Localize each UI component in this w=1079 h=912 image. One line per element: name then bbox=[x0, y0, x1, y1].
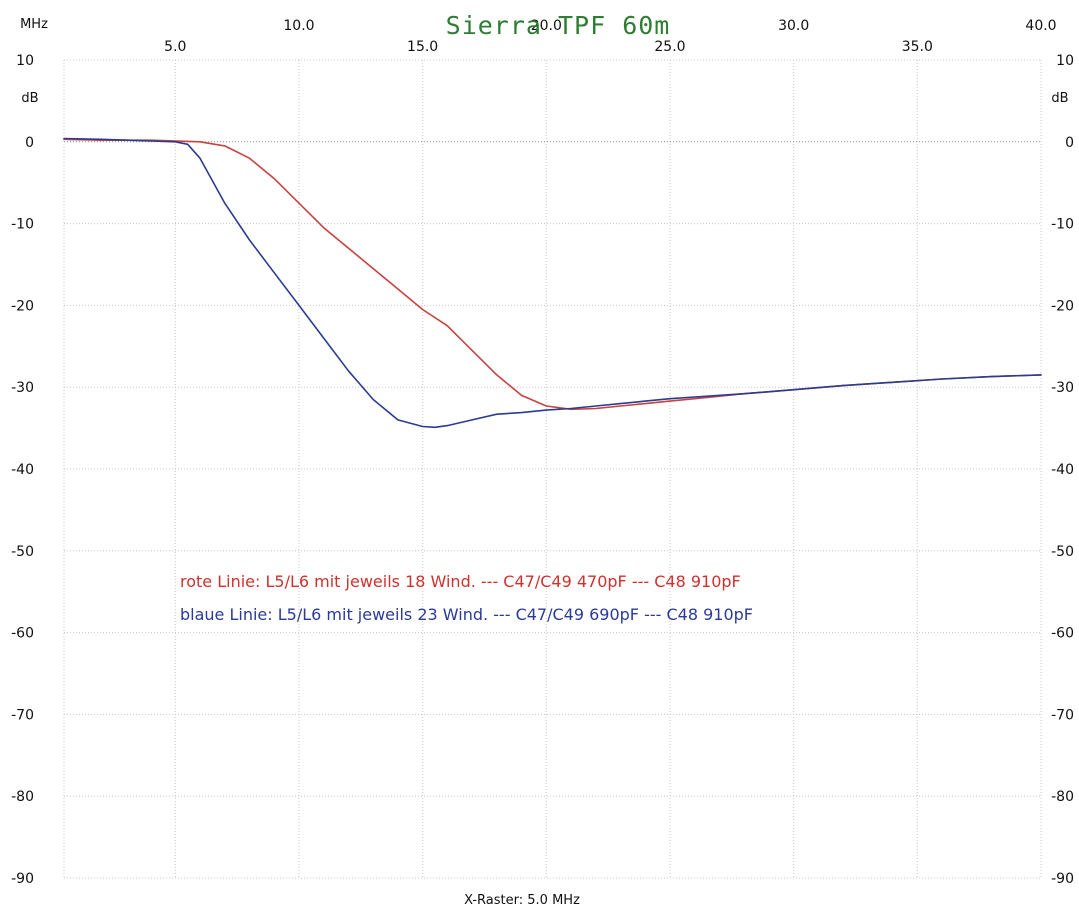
y-tick-label-right: 0 bbox=[1065, 135, 1074, 151]
x-footer-label: X-Raster: 5.0 MHz bbox=[464, 893, 580, 908]
x-tick-label-upper: 20.0 bbox=[531, 18, 562, 34]
y-tick-label-right: -80 bbox=[1051, 789, 1074, 805]
x-unit-label: MHz bbox=[20, 17, 48, 32]
y-tick-label-left: -40 bbox=[11, 462, 34, 478]
y-tick-label-left: -10 bbox=[11, 217, 34, 233]
y-tick-label-right: -50 bbox=[1051, 544, 1074, 560]
x-tick-label-lower: 15.0 bbox=[407, 39, 438, 55]
grid bbox=[63, 59, 1042, 879]
series-line-blue bbox=[63, 137, 1042, 429]
x-tick-label-upper: 30.0 bbox=[778, 18, 809, 34]
chart-title: Sierra TPF 60m bbox=[446, 11, 671, 40]
annotation-blue: blaue Linie: L5/L6 mit jeweils 23 Wind. … bbox=[180, 605, 753, 624]
x-tick-label-lower: 5.0 bbox=[164, 39, 186, 55]
y-tick-label-right: -90 bbox=[1051, 871, 1074, 887]
y-tick-label-right: -40 bbox=[1051, 462, 1074, 478]
y-tick-label-right: -60 bbox=[1051, 626, 1074, 642]
x-tick-label-upper: 40.0 bbox=[1025, 18, 1056, 34]
y-tick-label-left: 10 bbox=[16, 53, 34, 69]
x-tick-label-upper: 10.0 bbox=[283, 18, 314, 34]
y-tick-label-left: 0 bbox=[25, 135, 34, 151]
x-tick-label-lower: 25.0 bbox=[654, 39, 685, 55]
y-tick-label-left: -70 bbox=[11, 707, 34, 723]
series-layer bbox=[63, 137, 1042, 429]
axis-labels: 10.0 20.0 30.0 40.0 5.0 15.0 25.0 35.0 10 0 -10 -20… bbox=[11, 18, 1074, 887]
annotation-red: rote Linie: L5/L6 mit jeweils 18 Wind. -… bbox=[180, 572, 741, 591]
y-tick-label-right: -70 bbox=[1051, 707, 1074, 723]
y-tick-label-left: -50 bbox=[11, 544, 34, 560]
y-tick-label-left: -30 bbox=[11, 380, 34, 396]
x-tick-label-lower: 35.0 bbox=[902, 39, 933, 55]
y-tick-label-left: -80 bbox=[11, 789, 34, 805]
y-unit-right: dB bbox=[1051, 91, 1068, 106]
y-tick-label-left: -90 bbox=[11, 871, 34, 887]
y-tick-label-right: -30 bbox=[1051, 380, 1074, 396]
y-tick-label-left: -20 bbox=[11, 298, 34, 314]
y-unit-left: dB bbox=[21, 91, 38, 106]
y-tick-label-left: -60 bbox=[11, 626, 34, 642]
y-tick-label-right: -20 bbox=[1051, 298, 1074, 314]
y-tick-label-right: 10 bbox=[1056, 53, 1074, 69]
y-tick-label-right: -10 bbox=[1051, 217, 1074, 233]
